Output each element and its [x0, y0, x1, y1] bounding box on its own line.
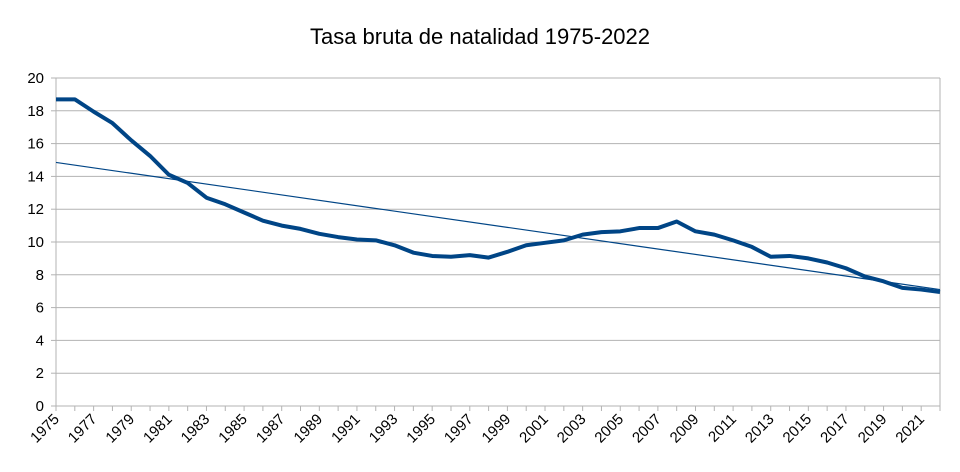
- trendline: [55, 161, 941, 291]
- x-tick-label: 1993: [366, 411, 402, 447]
- x-tick-label: 1997: [441, 411, 477, 447]
- y-tick-label: 20: [27, 70, 44, 87]
- x-tick-label: 2005: [591, 411, 627, 447]
- x-tick-label: 1987: [253, 411, 289, 447]
- chart-title: Tasa bruta de natalidad 1975-2022: [309, 24, 651, 49]
- y-tick-label: 16: [27, 136, 44, 153]
- y-tick-label: 12: [27, 201, 44, 218]
- y-tick-label: 18: [27, 103, 44, 120]
- y-tick-label: 6: [36, 300, 44, 317]
- x-tick-label: 2013: [742, 411, 778, 447]
- series-line: [56, 97, 941, 295]
- x-tick-label: 1989: [291, 411, 327, 447]
- y-tick-label: 4: [36, 332, 44, 349]
- x-tick-label: 2003: [554, 411, 590, 447]
- x-tick-label: 2015: [780, 411, 816, 447]
- y-tick-label: 8: [36, 267, 44, 284]
- y-tick-label: 0: [36, 398, 44, 415]
- x-tick-label: 2011: [705, 411, 740, 446]
- x-tick-label: 1999: [479, 411, 515, 447]
- x-tick-label: 2017: [817, 411, 853, 447]
- x-tick-label: 1977: [65, 411, 101, 447]
- x-tick-label: 1985: [215, 411, 251, 447]
- y-tick-label: 2: [36, 365, 44, 382]
- x-tick-label: 2021: [892, 411, 928, 447]
- x-tick-label: 2007: [629, 411, 665, 447]
- x-tick-label: 2019: [855, 411, 891, 447]
- x-tick-label: 1981: [140, 411, 176, 447]
- x-tick-label: 2001: [516, 411, 552, 447]
- x-tick-label: 1983: [178, 411, 214, 447]
- x-tick-label: 1975: [27, 411, 63, 447]
- x-tick-label: 1991: [328, 411, 364, 447]
- x-tick-label: 1995: [403, 411, 439, 447]
- x-tick-label: 2009: [667, 411, 703, 447]
- x-tick-label: 1979: [102, 411, 138, 447]
- y-tick-label: 14: [27, 168, 44, 185]
- y-tick-label: 10: [27, 234, 44, 251]
